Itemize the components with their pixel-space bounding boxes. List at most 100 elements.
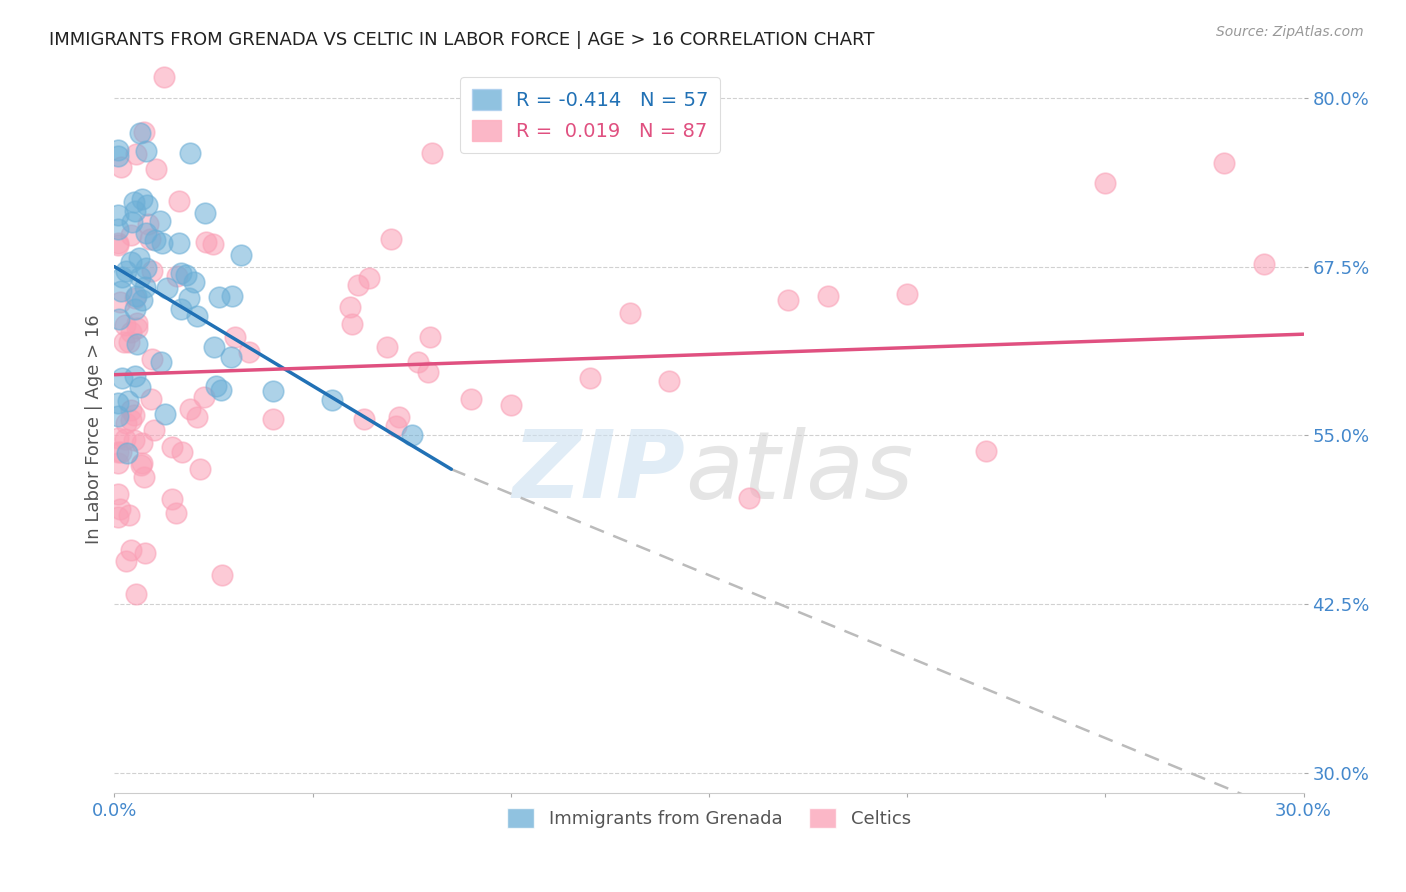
- Point: [131, 435, 153, 450]
- Point: [579, 371, 602, 385]
- Point: [143, 423, 166, 437]
- Point: [107, 149, 129, 163]
- Point: [737, 491, 759, 505]
- Point: [183, 275, 205, 289]
- Point: [207, 290, 229, 304]
- Point: [162, 492, 184, 507]
- Point: [107, 236, 129, 251]
- Point: [188, 462, 211, 476]
- Point: [135, 144, 157, 158]
- Point: [107, 456, 129, 470]
- Point: [167, 194, 190, 208]
- Point: [124, 289, 146, 303]
- Point: [136, 217, 159, 231]
- Point: [108, 502, 131, 516]
- Point: [1213, 155, 1236, 169]
- Point: [121, 215, 143, 229]
- Point: [107, 486, 129, 500]
- Point: [1253, 257, 1275, 271]
- Point: [120, 255, 142, 269]
- Text: IMMIGRANTS FROM GRENADA VS CELTIC IN LABOR FORCE | AGE > 16 CORRELATION CHART: IMMIGRANTS FROM GRENADA VS CELTIC IN LAB…: [49, 31, 875, 49]
- Point: [131, 293, 153, 308]
- Point: [124, 368, 146, 383]
- Point: [346, 278, 368, 293]
- Point: [342, 318, 364, 332]
- Point: [385, 419, 408, 434]
- Point: [169, 301, 191, 316]
- Point: [122, 409, 145, 423]
- Point: [115, 445, 138, 459]
- Point: [117, 393, 139, 408]
- Point: [1094, 176, 1116, 190]
- Point: [135, 226, 157, 240]
- Point: [976, 444, 998, 458]
- Point: [229, 248, 252, 262]
- Point: [141, 352, 163, 367]
- Point: [120, 403, 142, 417]
- Point: [115, 264, 138, 278]
- Legend: Immigrants from Grenada, Celtics: Immigrants from Grenada, Celtics: [499, 801, 918, 836]
- Point: [388, 409, 411, 424]
- Point: [209, 384, 232, 398]
- Point: [357, 271, 380, 285]
- Point: [420, 145, 443, 160]
- Point: [135, 260, 157, 275]
- Text: Source: ZipAtlas.com: Source: ZipAtlas.com: [1216, 25, 1364, 39]
- Point: [167, 236, 190, 251]
- Point: [380, 232, 402, 246]
- Point: [139, 392, 162, 406]
- Y-axis label: In Labor Force | Age > 16: In Labor Force | Age > 16: [86, 314, 103, 543]
- Point: [107, 221, 129, 235]
- Point: [141, 264, 163, 278]
- Point: [221, 289, 243, 303]
- Text: ZIP: ZIP: [512, 426, 685, 518]
- Point: [111, 269, 134, 284]
- Point: [114, 432, 136, 446]
- Point: [177, 291, 200, 305]
- Point: [111, 370, 134, 384]
- Point: [107, 396, 129, 410]
- Point: [128, 251, 150, 265]
- Point: [120, 227, 142, 242]
- Point: [107, 510, 129, 524]
- Point: [108, 295, 131, 310]
- Point: [817, 289, 839, 303]
- Point: [186, 310, 208, 324]
- Point: [132, 469, 155, 483]
- Point: [156, 280, 179, 294]
- Point: [238, 344, 260, 359]
- Point: [172, 444, 194, 458]
- Point: [124, 301, 146, 316]
- Point: [114, 318, 136, 333]
- Point: [145, 162, 167, 177]
- Point: [262, 384, 284, 399]
- Point: [339, 301, 361, 315]
- Point: [122, 195, 145, 210]
- Point: [401, 427, 423, 442]
- Point: [778, 293, 800, 308]
- Point: [202, 340, 225, 354]
- Point: [108, 312, 131, 326]
- Point: [697, 114, 720, 128]
- Point: [110, 444, 132, 458]
- Point: [125, 336, 148, 351]
- Point: [166, 269, 188, 284]
- Point: [127, 321, 149, 335]
- Point: [186, 410, 208, 425]
- Point: [179, 145, 201, 160]
- Point: [460, 392, 482, 406]
- Point: [131, 456, 153, 470]
- Point: [107, 431, 129, 445]
- Point: [118, 508, 141, 523]
- Point: [124, 203, 146, 218]
- Point: [143, 233, 166, 247]
- Point: [138, 231, 160, 245]
- Point: [165, 506, 187, 520]
- Text: atlas: atlas: [685, 427, 914, 518]
- Point: [169, 266, 191, 280]
- Point: [129, 126, 152, 140]
- Point: [120, 413, 142, 427]
- Point: [131, 192, 153, 206]
- Point: [120, 325, 142, 339]
- Point: [153, 70, 176, 84]
